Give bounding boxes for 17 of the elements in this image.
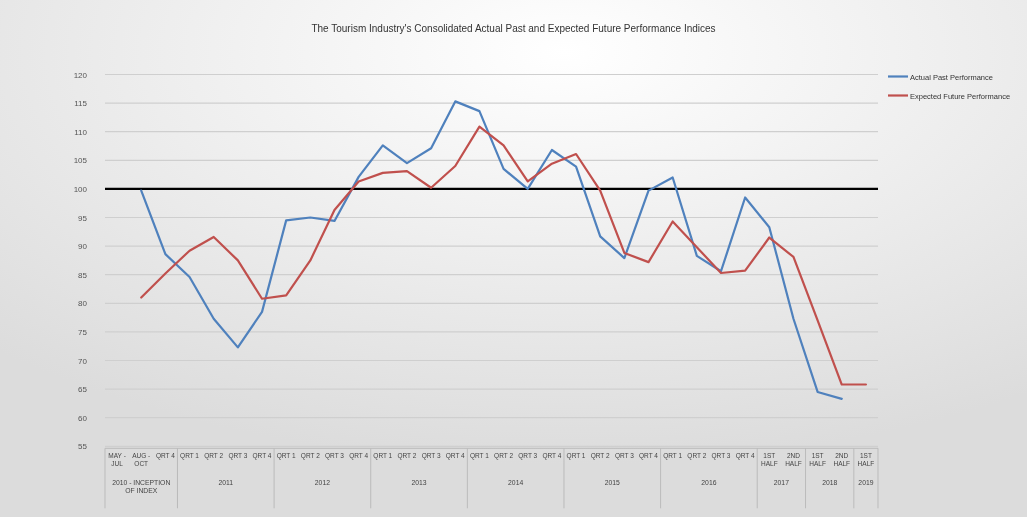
- y-tick-label: 75: [78, 327, 88, 337]
- y-tick-label: 100: [73, 184, 88, 194]
- y-tick-label: 110: [74, 127, 88, 137]
- y-tick-label: 120: [73, 70, 88, 80]
- y-tick-label: 95: [78, 213, 88, 223]
- y-tick-label: 80: [78, 299, 88, 309]
- y-tick-label: 60: [78, 413, 88, 423]
- y-tick-label: 55: [78, 442, 88, 452]
- line-series: [140, 125, 868, 386]
- y-tick-label: 70: [78, 356, 88, 366]
- y-tick-label: 85: [78, 270, 88, 280]
- y-tick-label: 90: [78, 242, 88, 252]
- y-tick-label: 105: [73, 156, 88, 166]
- y-tick-label: 115: [74, 99, 88, 109]
- chart-title: The Tourism Industry's Consolidated Actual Past and Expected Future Performance Indices: [311, 23, 716, 34]
- line-series: [140, 100, 843, 400]
- y-tick-label: 65: [78, 385, 88, 395]
